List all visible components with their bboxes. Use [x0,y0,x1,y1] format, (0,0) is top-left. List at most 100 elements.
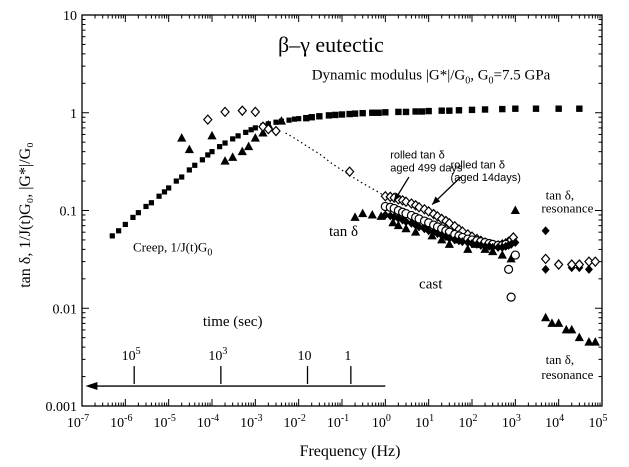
data-point-square [438,107,445,114]
data-point-triangle [567,324,577,334]
data-point-square [351,110,359,117]
y-tick-label: 0.001 [46,400,78,415]
x-tick-label: 10-7 [67,413,89,431]
x-tick-label: 102 [459,413,478,431]
data-point-diamond-open [574,259,585,270]
data-point-square [116,228,122,234]
y-axis-title: tan δ, 1/J(t)G₀, |G*|/G₀ [17,142,34,288]
time-tick-label: 105 [122,346,141,364]
chart-annotation: rolled tan δ [390,150,444,162]
data-point-square [332,111,339,119]
data-point-square [418,108,426,115]
chart-annotation: tan δ [329,224,358,240]
y-tick-label: 10 [63,9,77,24]
data-point-square [468,106,476,114]
x-tick-label: 101 [415,413,434,431]
data-point-diamond-filled [481,241,490,251]
data-point-diamond-filled [541,264,550,274]
chart-annotation: resonance [541,201,593,216]
time-axis-label: time (sec) [203,314,263,330]
data-point-square [425,107,432,115]
data-point-triangle [393,220,403,230]
data-point-square [532,105,540,112]
data-point-square [455,107,463,114]
data-point-diamond-open [540,253,551,265]
chart-annotation: aged 499 days [390,163,463,175]
data-point-square [273,119,279,125]
annotation-arrowhead [432,196,441,205]
data-point-square [375,109,382,116]
data-point-square [512,105,519,112]
data-point-square [499,105,506,113]
data-point-square [395,108,402,116]
x-tick-label: 10-6 [110,413,132,431]
y-tick-label: 0.1 [60,205,78,220]
data-point-triangle [237,146,247,156]
data-point-triangle [258,128,268,137]
data-point-triangle [510,205,520,214]
chart-annotation: Dynamic modulus |G*|/G0, G0=7.5 GPa [312,67,551,86]
data-point-square [446,107,453,114]
dotted-trend-line [285,132,386,197]
data-point-triangle [367,209,377,219]
data-point-triangle [427,230,437,240]
data-point-triangle [411,227,421,236]
data-point-square [481,106,489,113]
data-marks [109,105,601,346]
data-point-square [346,110,353,118]
data-point-diamond-open [220,106,230,118]
data-point-square [235,133,241,139]
data-point-diamond-open [250,106,261,118]
x-axis-title: Frequency (Hz) [300,443,401,460]
data-point-diamond-open [202,114,213,126]
chart-annotation: (aged 14days) [451,172,521,184]
data-point-square [303,114,310,122]
annotation-arrowhead [394,192,402,202]
data-point-triangle [574,332,584,342]
data-point-circle-open [506,292,516,302]
time-axis-arrowhead [85,382,98,391]
data-point-square [308,114,315,121]
data-point-triangle [184,144,194,154]
data-point-circle-open [510,250,520,260]
data-point-triangle [207,130,217,140]
data-point-square [148,200,155,206]
chart-annotation: tan δ, [546,352,575,367]
time-tick-label: 1 [344,349,351,364]
x-tick-label: 105 [589,413,608,431]
axis-ticks: 10-7 10-6 10-5 10-4 10-3 10-2 10-1 100 101 102 103… [46,9,608,431]
chart-annotation: Creep, 1/J(t)G0 [133,240,212,259]
annotations: Dynamic modulus |G*|/G0, G0=7.5 GPa Creep… [133,67,594,381]
data-point-diamond-open [263,123,274,135]
data-point-triangle [358,208,368,218]
data-point-square [217,144,223,150]
x-tick-label: 10-3 [240,413,262,431]
data-point-diamond-open [584,256,594,268]
data-point-triangle [401,223,411,233]
data-point-square [316,113,323,120]
data-point-square [325,112,333,119]
data-point-triangle [228,152,238,161]
data-point-diamond-filled [584,264,593,274]
data-point-square [222,140,228,146]
data-point-square [291,116,298,122]
data-point-square [243,129,249,135]
data-point-diamond-filled [468,238,476,248]
data-point-square [130,214,136,220]
x-tick-label: 10-2 [283,413,305,431]
data-point-triangle [506,253,516,263]
chart-annotation: cast [419,276,443,292]
data-point-square [173,178,179,184]
data-point-triangle [350,212,360,221]
data-point-square [143,203,149,210]
x-tick-label: 10-4 [197,413,219,431]
chart-annotation: tan δ, [546,187,575,202]
data-point-square [369,109,376,116]
data-point-square [156,193,162,199]
data-point-diamond-filled [511,238,520,248]
data-point-triangle [177,133,187,142]
chart-annotation: rolled tan δ [451,159,505,171]
data-point-square [161,189,168,195]
time-tick-label: 10 [298,349,312,364]
